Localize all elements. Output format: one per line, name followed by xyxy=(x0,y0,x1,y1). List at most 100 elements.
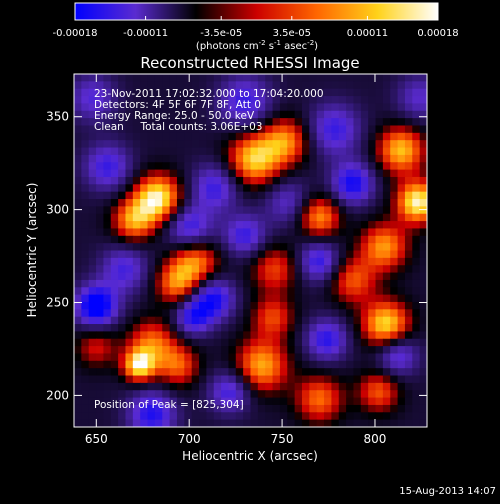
heatmap-cell xyxy=(88,382,97,391)
heatmap-cell xyxy=(125,162,134,171)
heatmap-cell xyxy=(199,132,207,141)
heatmap-cell xyxy=(250,368,259,377)
heatmap-cell xyxy=(169,272,178,281)
heatmap-cell xyxy=(265,176,274,185)
heatmap-cell xyxy=(368,96,377,105)
colorbar-units-label: (photons cm-2 s-1 asec-2) xyxy=(196,39,318,52)
heatmap-cell xyxy=(360,103,369,112)
heatmap-cell xyxy=(184,88,193,97)
heatmap-cell xyxy=(397,74,406,82)
heatmap-cell xyxy=(382,360,391,369)
heatmap-cell xyxy=(368,375,377,384)
heatmap-cell xyxy=(228,154,237,163)
heatmap-cell xyxy=(309,309,318,318)
heatmap-cell xyxy=(140,287,149,296)
heatmap-cell xyxy=(419,331,427,340)
heatmap-cell xyxy=(228,147,237,156)
heatmap-cell xyxy=(74,397,82,406)
heatmap-cell xyxy=(279,235,288,244)
heatmap-cell xyxy=(301,169,310,178)
heatmap-cell xyxy=(338,154,347,163)
heatmap-cell xyxy=(162,176,171,185)
heatmap-cell xyxy=(154,162,163,171)
heatmap-cell xyxy=(257,353,266,362)
heatmap-cell xyxy=(257,206,266,215)
heatmap-cell xyxy=(162,368,171,377)
heatmap-cell xyxy=(331,397,340,406)
heatmap-cell xyxy=(184,382,193,391)
heatmap-cell xyxy=(132,221,141,230)
colorbar-ticks: -0.00018 -0.00011 -3.5e-05 3.5e-05 0.00011 0.… xyxy=(53,16,459,39)
heatmap-cell xyxy=(125,154,134,163)
heatmap-cell xyxy=(162,74,171,82)
heatmap-cell xyxy=(74,419,82,427)
heatmap-cell xyxy=(184,176,193,185)
heatmap-cell xyxy=(191,162,200,171)
heatmap-cell xyxy=(184,118,193,127)
heatmap-cell xyxy=(132,169,141,178)
heatmap-cell xyxy=(265,419,274,427)
heatmap-cell xyxy=(169,265,178,274)
heatmap-cell xyxy=(81,294,90,303)
heatmap-cell xyxy=(74,368,82,377)
heatmap-cell xyxy=(265,353,274,362)
heatmap-cell xyxy=(338,265,347,274)
heatmap-cell xyxy=(338,250,347,259)
heatmap-cell xyxy=(191,309,200,318)
heatmap-cell xyxy=(176,287,185,296)
heatmap-cell xyxy=(324,309,332,318)
heatmap-cell xyxy=(412,279,421,288)
heatmap-cell xyxy=(331,279,340,288)
heatmap-cell xyxy=(74,338,82,347)
heatmap-cell xyxy=(287,353,296,362)
heatmap-cell xyxy=(294,103,303,112)
heatmap-cell xyxy=(404,191,413,200)
heatmap-cell xyxy=(404,140,413,149)
heatmap-cell xyxy=(316,338,325,347)
heatmap-cell xyxy=(140,412,149,421)
heatmap-cell xyxy=(140,368,149,377)
heatmap-cell xyxy=(419,294,427,303)
heatmap-cell xyxy=(287,265,296,274)
heatmap-cell xyxy=(199,140,207,149)
heatmap-cell xyxy=(265,191,274,200)
heatmap-cell xyxy=(346,110,355,119)
heatmap-cell xyxy=(309,110,318,119)
heatmap-cell xyxy=(162,235,171,244)
heatmap-cell xyxy=(147,346,156,355)
heatmap-cell xyxy=(309,412,318,421)
heatmap-cell xyxy=(412,169,421,178)
heatmap-cell xyxy=(191,243,200,252)
heatmap-cell xyxy=(360,368,369,377)
heatmap-cell xyxy=(221,301,230,310)
heatmap-cell xyxy=(368,346,377,355)
heatmap-cell xyxy=(96,250,105,259)
heatmap-cell xyxy=(118,132,127,141)
heatmap-cell xyxy=(132,176,141,185)
heatmap-cell xyxy=(368,206,377,215)
heatmap-cell xyxy=(118,419,127,427)
heatmap-cell xyxy=(375,257,384,266)
heatmap-cell xyxy=(206,228,215,237)
heatmap-cell xyxy=(88,360,97,369)
heatmap-cell xyxy=(140,316,149,325)
heatmap-cell xyxy=(235,338,244,347)
heatmap-cell xyxy=(235,162,244,171)
heatmap-cell xyxy=(294,235,303,244)
heatmap-cell xyxy=(353,368,362,377)
heatmap-cell xyxy=(404,338,413,347)
heatmap-cell xyxy=(125,294,134,303)
heatmap-cell xyxy=(96,147,105,156)
heatmap-cell xyxy=(404,199,413,207)
heatmap-cell xyxy=(235,272,244,281)
heatmap-cell xyxy=(287,221,296,230)
heatmap-cell xyxy=(154,368,163,377)
heatmap-cell xyxy=(184,368,193,377)
heatmap-cell xyxy=(228,110,237,119)
heatmap-cell xyxy=(316,103,325,112)
heatmap-cell xyxy=(162,103,171,112)
heatmap-cell xyxy=(206,360,215,369)
heatmap-cell xyxy=(176,338,185,347)
heatmap-cell xyxy=(287,375,296,384)
heatmap-cell xyxy=(154,412,163,421)
